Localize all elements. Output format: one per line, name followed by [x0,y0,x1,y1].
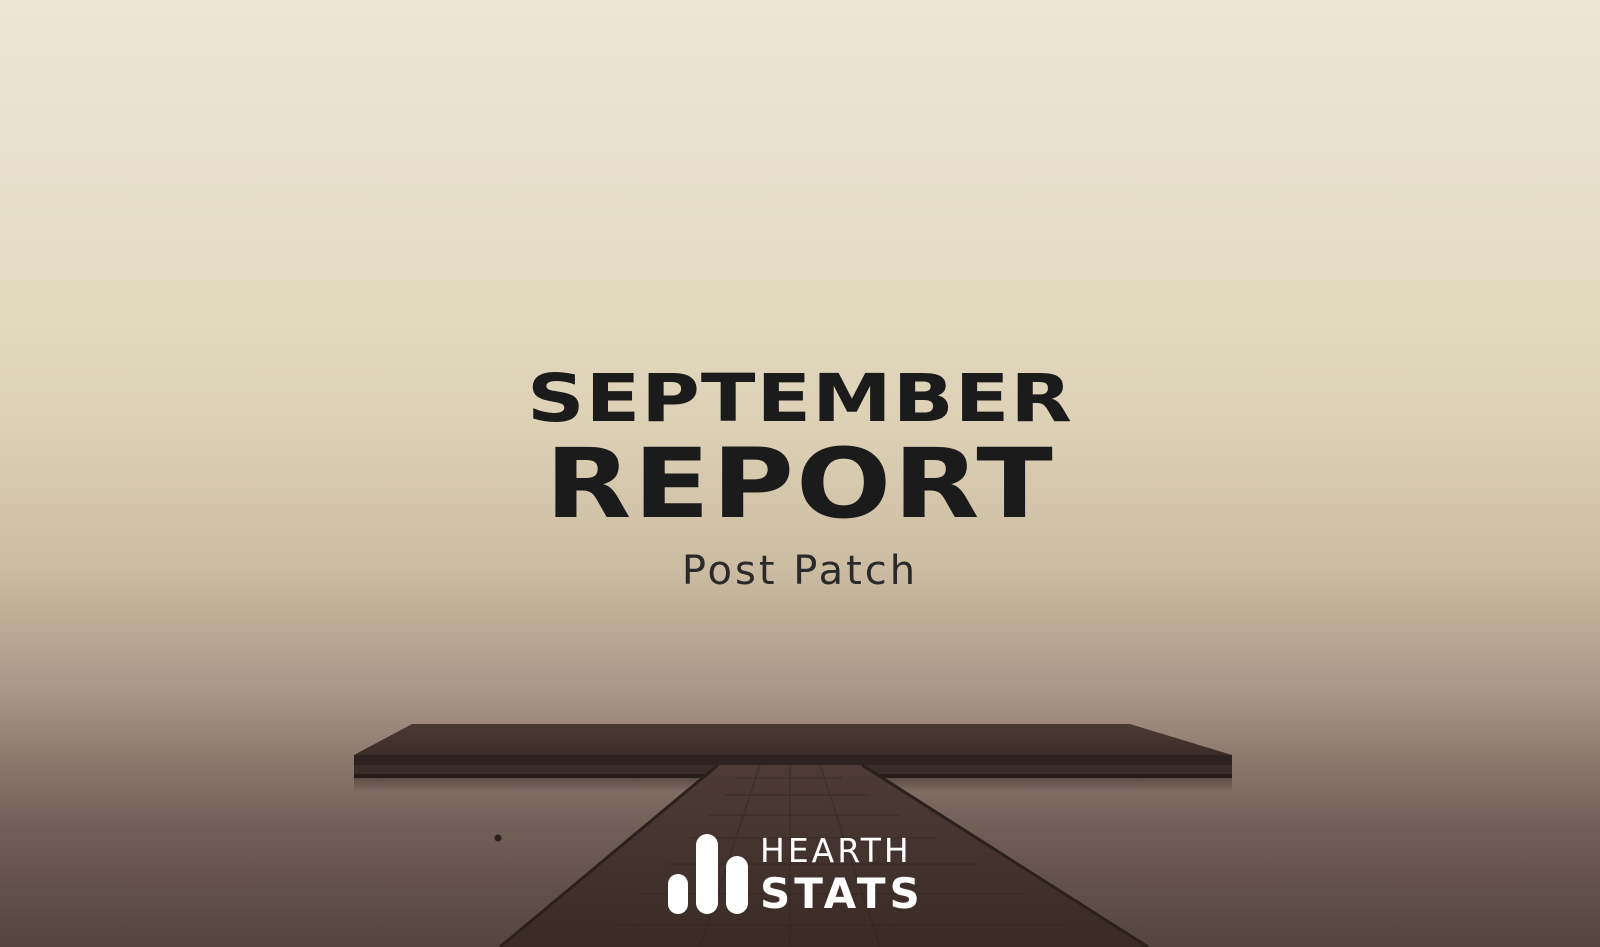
logo-text-line-2: STATS [760,869,924,918]
title-line-2: REPORT [545,428,1055,541]
subtitle: Post Patch [681,548,919,594]
water-dot [494,834,502,842]
pier-planks [612,764,1070,947]
logo-text-line-1: HEARTH [760,831,912,870]
pier-platform-edge [354,755,1232,765]
pier-platform [354,724,1232,755]
pier-walkway [500,765,1148,947]
bar-chart-mark-icon [668,834,748,914]
title-line-1: SEPTEMBER [527,360,1073,437]
hearthstats-logo: HEARTH STATS [668,831,938,918]
